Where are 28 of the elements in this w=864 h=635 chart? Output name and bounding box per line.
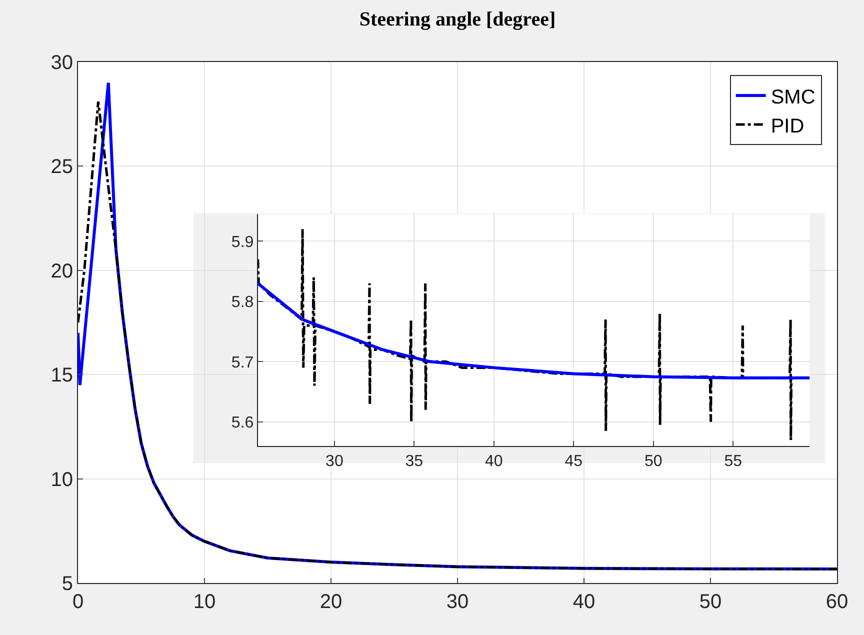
legend-label: SMC: [770, 86, 816, 108]
x-tick-label: 10: [193, 591, 216, 613]
y-tick-label: 10: [50, 468, 73, 491]
y-tick-label: 15: [50, 364, 73, 387]
line-series: [258, 282, 810, 380]
y-tick-label: 5.7: [231, 354, 254, 372]
y-tick-label: 5: [62, 573, 73, 595]
y-tick-label: 25: [50, 156, 73, 178]
x-tick-label: 60: [826, 591, 848, 613]
y-tick-label: 20: [50, 260, 73, 282]
x-tick-label: 50: [699, 591, 722, 613]
x-tick-label: 20: [320, 591, 342, 613]
x-tick-label: 30: [326, 453, 344, 470]
x-tick-label: 40: [572, 591, 596, 613]
chart-title: Steering angle [degree]: [359, 8, 556, 30]
x-tick-label: 55: [724, 453, 742, 470]
x-tick-label: 0: [72, 591, 84, 613]
x-tick-label: 30: [446, 591, 469, 613]
y-tick-label: 5.9: [231, 234, 254, 251]
line-series: [258, 228, 793, 442]
legend-label: PID: [770, 115, 804, 138]
x-tick-label: 50: [644, 453, 662, 470]
y-tick-label: 30: [50, 52, 73, 74]
y-tick-label: 5.8: [231, 294, 254, 312]
x-tick-label: 45: [564, 453, 583, 470]
x-tick-label: 40: [485, 453, 503, 470]
y-tick-label: 5.6: [231, 414, 254, 432]
x-tick-label: 35: [405, 453, 424, 470]
